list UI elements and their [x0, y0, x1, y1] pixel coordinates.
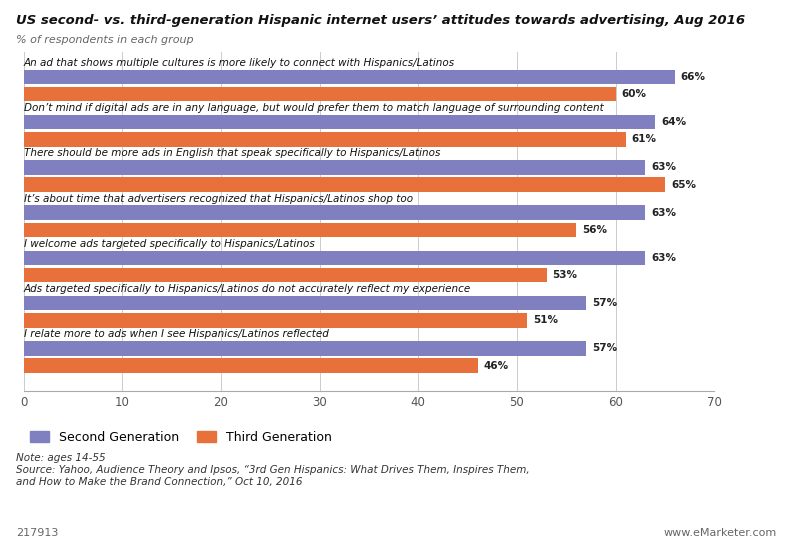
Text: 217913: 217913 — [16, 528, 58, 538]
Text: 66%: 66% — [681, 72, 706, 82]
Bar — [24, 87, 615, 102]
Bar — [24, 313, 527, 327]
Bar — [24, 115, 655, 129]
Text: 56%: 56% — [582, 225, 607, 235]
Bar — [24, 132, 626, 147]
Text: % of respondents in each group: % of respondents in each group — [16, 35, 193, 45]
Text: 60%: 60% — [622, 89, 647, 99]
Text: 61%: 61% — [631, 134, 656, 144]
Text: Note: ages 14-55
Source: Yahoo, Audience Theory and Ipsos, “3rd Gen Hispanics: W: Note: ages 14-55 Source: Yahoo, Audience… — [16, 453, 529, 487]
Bar — [24, 268, 546, 282]
Text: US second- vs. third-generation Hispanic internet users’ attitudes towards adver: US second- vs. third-generation Hispanic… — [16, 14, 745, 27]
Bar — [24, 70, 675, 84]
Bar — [24, 178, 665, 192]
Text: 46%: 46% — [484, 361, 509, 371]
Bar — [24, 341, 586, 356]
Text: 63%: 63% — [652, 207, 676, 218]
Text: 51%: 51% — [533, 315, 558, 325]
Text: 65%: 65% — [671, 180, 696, 190]
Text: It’s about time that advertisers recognized that Hispanics/Latinos shop too: It’s about time that advertisers recogni… — [24, 194, 413, 204]
Legend: Second Generation, Third Generation: Second Generation, Third Generation — [30, 431, 332, 444]
Text: 63%: 63% — [652, 253, 676, 263]
Bar — [24, 358, 477, 373]
Bar — [24, 205, 645, 220]
Text: I relate more to ads when I see Hispanics/Latinos reflected: I relate more to ads when I see Hispanic… — [24, 330, 328, 339]
Text: 64%: 64% — [661, 117, 686, 127]
Text: 53%: 53% — [553, 270, 578, 280]
Text: There should be more ads in English that speak specifically to Hispanics/Latinos: There should be more ads in English that… — [24, 148, 440, 159]
Bar — [24, 160, 645, 175]
Text: 57%: 57% — [592, 343, 617, 353]
Text: 63%: 63% — [652, 162, 676, 173]
Text: Ads targeted specifically to Hispanics/Latinos do not accurately reflect my expe: Ads targeted specifically to Hispanics/L… — [24, 284, 471, 294]
Text: I welcome ads targeted specifically to Hispanics/Latinos: I welcome ads targeted specifically to H… — [24, 239, 314, 249]
Bar — [24, 223, 576, 237]
Text: Don’t mind if digital ads are in any language, but would prefer them to match la: Don’t mind if digital ads are in any lan… — [24, 103, 604, 113]
Text: An ad that shows multiple cultures is more likely to connect with Hispanics/Lati: An ad that shows multiple cultures is mo… — [24, 58, 455, 68]
Bar — [24, 296, 586, 311]
Bar — [24, 251, 645, 265]
Text: www.eMarketer.com: www.eMarketer.com — [664, 528, 777, 538]
Text: 57%: 57% — [592, 298, 617, 308]
